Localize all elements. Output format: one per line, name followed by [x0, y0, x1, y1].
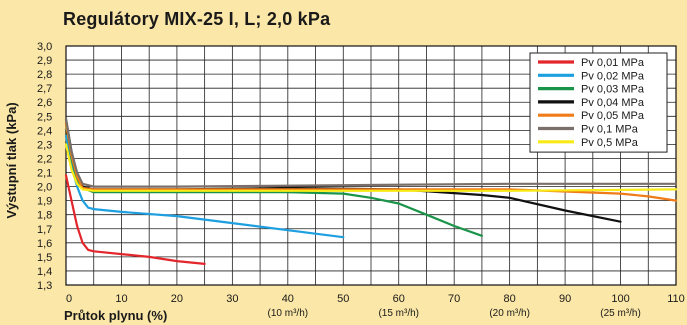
legend-label: Pv 0,1 MPa: [581, 124, 639, 136]
x-tick-labels: 0 10 20 30 40 50 60 70 80 90 100 110: [66, 293, 685, 305]
flow-labels: (10 m³/h) (15 m³/h) (20 m³/h) (25 m³/h): [268, 308, 641, 319]
x-tick-label: 110: [667, 293, 685, 305]
flow-label: (15 m³/h): [378, 308, 419, 319]
legend-label: Pv 0,04 MPa: [581, 97, 645, 109]
y-tick-label: 2,5: [37, 111, 52, 123]
y-tick-label: 1,6: [37, 238, 52, 250]
legend-label: Pv 0,03 MPa: [581, 84, 645, 96]
flow-label: (10 m³/h): [268, 308, 309, 319]
series-line-7: [64, 143, 678, 192]
legend-label: Pv 0,05 MPa: [581, 110, 645, 122]
y-tick-label: 1,9: [37, 196, 52, 208]
y-tick-label: 2,0: [37, 182, 52, 194]
y-tick-label: 2,2: [37, 153, 52, 165]
chart-title: Regulátory MIX-25 I, L; 2,0 kPa: [63, 9, 331, 29]
plot-frame: [65, 45, 677, 286]
y-tick-label: 2,7: [37, 83, 52, 95]
y-tick-label: 1,7: [37, 224, 52, 236]
y-tick-labels: 1,3 1,4 1,5 1,6 1,7 1,8 1,9 2,0 2,1 2,2 2,3 2,4 2,5 2…: [37, 41, 52, 292]
x-axis-label: Průtok plynu (%): [64, 308, 168, 323]
series-line-3: [64, 122, 483, 237]
series-lines: [64, 118, 678, 265]
y-tick-label: 1,4: [37, 266, 52, 278]
x-tick-label: 100: [611, 293, 629, 305]
x-tick-label: 20: [171, 293, 183, 305]
y-tick-label: 2,4: [37, 125, 52, 137]
legend-label: Pv 0,01 MPa: [581, 57, 645, 69]
x-tick-label: 40: [282, 293, 294, 305]
y-tick-label: 2,6: [37, 97, 52, 109]
legend-label: Pv 0,5 MPa: [581, 137, 639, 149]
x-tick-label: 50: [337, 293, 349, 305]
series-line-6: [64, 118, 678, 188]
flow-label: (20 m³/h): [489, 308, 530, 319]
x-tick-label: 10: [115, 293, 127, 305]
x-tick-label: 60: [393, 293, 405, 305]
y-tick-label: 1,5: [37, 252, 52, 264]
x-tick-label: 70: [448, 293, 460, 305]
y-tick-label: 2,9: [37, 55, 52, 67]
y-tick-label: 2,8: [37, 69, 52, 81]
y-tick-label: 2,1: [37, 168, 52, 180]
flow-label: (25 m³/h): [600, 308, 641, 319]
y-tick-label: 3,0: [37, 41, 52, 53]
x-tick-label: 90: [559, 293, 571, 305]
x-tick-label: 80: [504, 293, 516, 305]
y-tick-label: 1,8: [37, 210, 52, 222]
y-tick-label: 2,3: [37, 139, 52, 151]
y-tick-label: 1,3: [37, 280, 52, 292]
x-tick-label: 30: [226, 293, 238, 305]
x-tick-label: 0: [66, 293, 72, 305]
series-line-1: [64, 174, 206, 265]
legend-label: Pv 0,02 MPa: [581, 70, 645, 82]
